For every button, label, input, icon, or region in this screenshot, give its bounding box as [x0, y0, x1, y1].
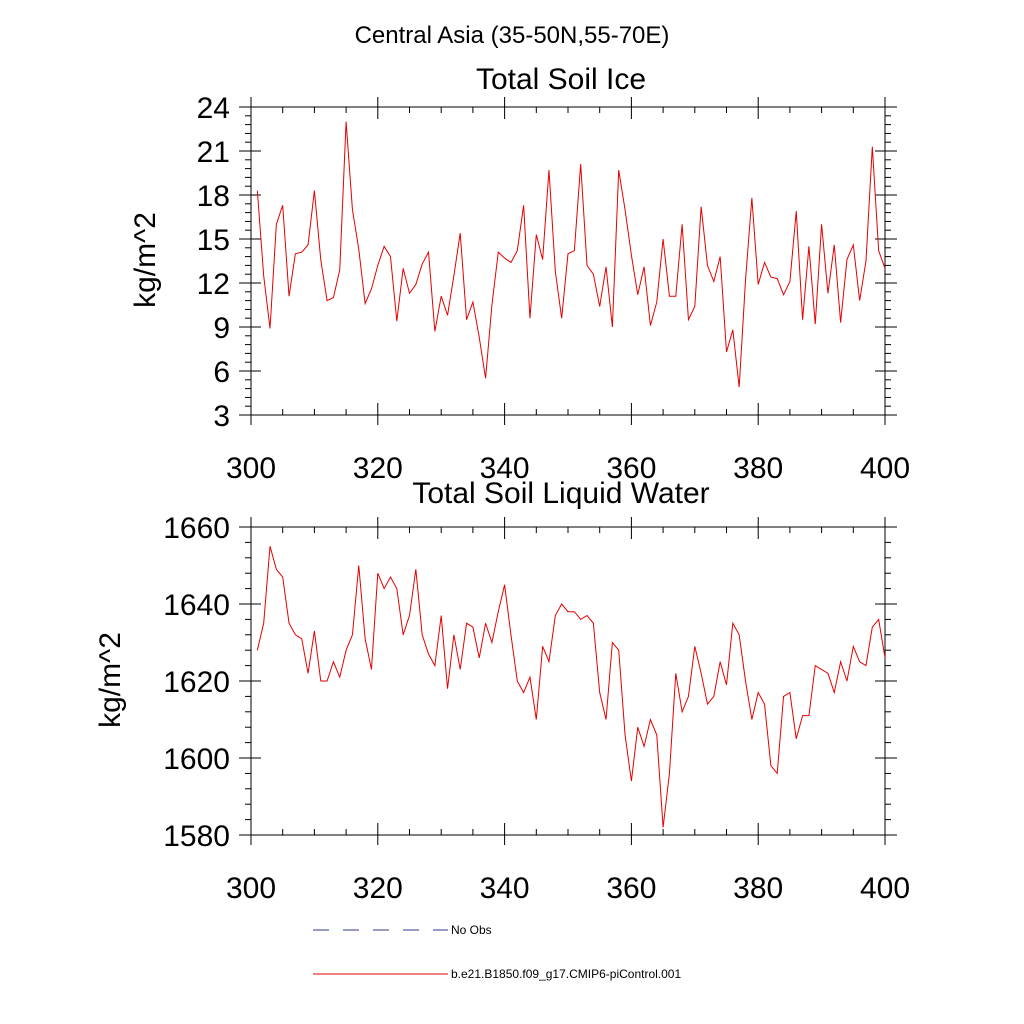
panel-total-soil-ice: Total Soil Ice kg/m^2 300 320 340 360 380 400… — [129, 63, 910, 485]
plot-frame — [250, 526, 886, 836]
y-tick-label: 18 — [197, 180, 230, 213]
legend-label-no-obs: No Obs — [451, 923, 492, 937]
x-tick-label: 400 — [860, 872, 910, 905]
panel-title: Total Soil Liquid Water — [412, 477, 709, 510]
y-tick-label: 15 — [197, 224, 230, 257]
legend-label-picontrol: b.e21.B1850.f09_g17.CMIP6-piControl.001 — [451, 967, 681, 981]
y-tick-label: 1580 — [163, 820, 230, 853]
panel-title: Total Soil Ice — [476, 63, 646, 96]
x-tick-label: 340 — [480, 872, 530, 905]
x-tick-label: 300 — [226, 452, 276, 485]
x-tick-label: 360 — [606, 872, 656, 905]
y-tick-label: 1660 — [163, 512, 230, 545]
y-tick-label: 3 — [213, 400, 230, 433]
y-tick-label: 24 — [197, 92, 230, 125]
x-tick-label: 300 — [226, 872, 276, 905]
x-tick-label: 320 — [353, 452, 403, 485]
x-tick-label: 340 — [480, 452, 530, 485]
y-axis-label: kg/m^2 — [94, 632, 127, 728]
plot-area: 300 320 340 360 380 400 1580 1600 1620 1640 1660 — [163, 512, 910, 905]
legend: No Obs b.e21.B1850.f09_g17.CMIP6-piContr… — [313, 923, 681, 981]
plot-frame — [250, 106, 886, 416]
x-tick-label: 320 — [353, 872, 403, 905]
figure-title: Central Asia (35-50N,55-70E) — [355, 22, 670, 49]
x-tick-label: 380 — [733, 452, 783, 485]
series-line — [256, 546, 886, 828]
x-tick-label: 360 — [606, 452, 656, 485]
y-tick-label: 1640 — [163, 589, 230, 622]
x-tick-label: 380 — [733, 872, 783, 905]
series-line — [256, 121, 886, 388]
y-tick-label: 6 — [213, 356, 230, 389]
y-tick-label: 9 — [213, 312, 230, 345]
y-tick-label: 1600 — [163, 743, 230, 776]
y-tick-label: 21 — [197, 136, 230, 169]
panel-total-soil-liquid-water: Total Soil Liquid Water kg/m^2 300 320 340… — [94, 477, 910, 905]
y-tick-label: 12 — [197, 268, 230, 301]
y-tick-label: 1620 — [163, 666, 230, 699]
y-axis-label: kg/m^2 — [129, 212, 162, 308]
plot-area: 300 320 340 360 380 400 3 6 9 12 15 18 21 24 — [197, 92, 910, 485]
x-tick-label: 400 — [860, 452, 910, 485]
